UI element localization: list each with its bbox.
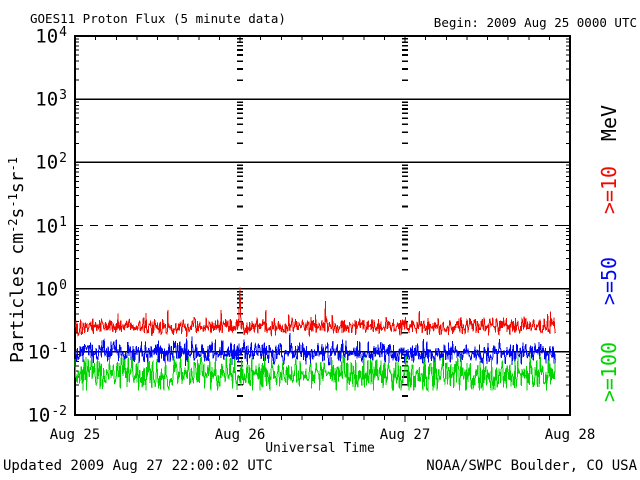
x-axis-title: Universal Time (265, 441, 375, 456)
y-axis-title: Particles cm-2s-1sr-1 (6, 157, 28, 363)
x-tick-label: Aug 28 (544, 427, 596, 443)
y-tick-label: 103 (35, 88, 67, 111)
x-tick-label: Aug 26 (214, 427, 266, 443)
legend-entry->=100: >=100 (597, 341, 621, 403)
x-tick-label: Aug 25 (49, 427, 101, 443)
updated-timestamp-label: Updated 2009 Aug 27 22:00:02 UTC (3, 458, 273, 474)
y-tick-label: 104 (35, 25, 67, 48)
page-title: GOES11 Proton Flux (5 minute data) (30, 11, 286, 26)
y-tick-label: 100 (35, 277, 67, 300)
x-tick-label: Aug 27 (379, 427, 431, 443)
series->=100 (74, 354, 557, 393)
series->=50 (74, 333, 557, 367)
y-tick-label: 10-2 (27, 404, 67, 427)
y-tick-label: 10-1 (27, 340, 67, 364)
source-attribution-label: NOAA/SWPC Boulder, CO USA (426, 458, 637, 474)
y-tick-label: 102 (35, 151, 67, 174)
series->=10 (74, 287, 557, 337)
y-tick-label: 101 (35, 214, 67, 237)
begin-timestamp-label: Begin: 2009 Aug 25 0000 UTC (433, 15, 637, 30)
